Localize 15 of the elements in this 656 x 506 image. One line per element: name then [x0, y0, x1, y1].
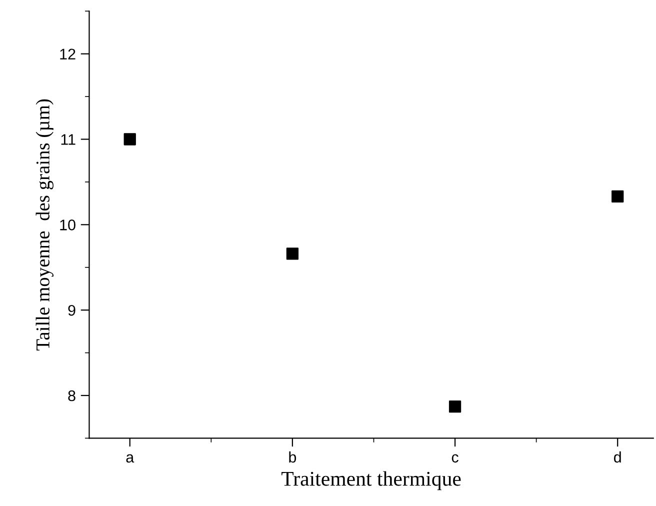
- x-tick-label: c: [452, 454, 458, 463]
- y-tick-label: 10: [60, 220, 76, 230]
- point: [448, 400, 462, 413]
- y-tick-label: 9: [68, 304, 76, 316]
- y-tick-label: 11: [61, 134, 76, 145]
- x-tick-label: d: [614, 451, 621, 463]
- x-tick-label: a: [126, 454, 134, 463]
- point: [286, 248, 299, 260]
- x-tick-label: b: [289, 451, 296, 463]
- point: [124, 133, 136, 146]
- y-axis-title: Taille moyenne des grains (µm): [36, 99, 54, 350]
- y-tick-label: 8: [68, 390, 76, 402]
- x-axis-title: Traitement thermique: [282, 471, 461, 490]
- point: [612, 190, 624, 203]
- y-tick-label: 12: [60, 48, 76, 60]
